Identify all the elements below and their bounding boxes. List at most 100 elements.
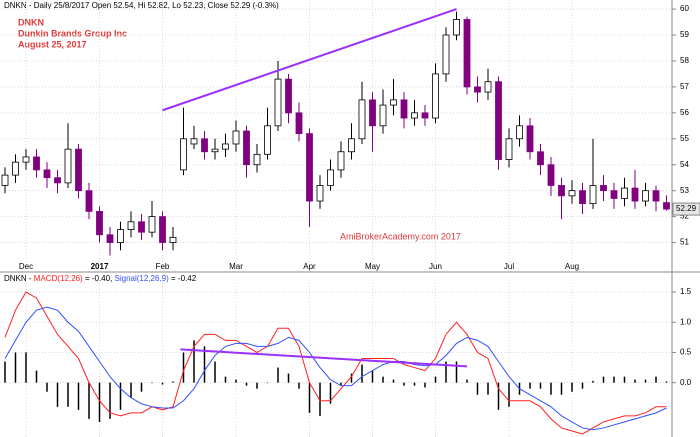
histogram-bar: [613, 376, 615, 383]
histogram-bar: [455, 361, 458, 383]
histogram-bar: [560, 382, 563, 395]
candle-body: [222, 143, 229, 150]
histogram-bar: [434, 376, 437, 383]
candle-body: [306, 133, 313, 202]
histogram-bar: [592, 380, 594, 383]
histogram-bar: [287, 373, 290, 383]
histogram-bar: [256, 382, 258, 389]
candle-body: [75, 148, 82, 192]
candle-body: [295, 112, 303, 134]
histogram-bar: [193, 340, 195, 383]
candle-body: [379, 104, 387, 127]
candle-body: [327, 169, 334, 186]
histogram-bar: [25, 352, 27, 383]
histogram-bar: [539, 382, 542, 389]
histogram-bar: [497, 382, 500, 410]
candle-body: [1, 174, 9, 186]
candle-body: [400, 99, 408, 119]
legend-value: -0.40: [92, 274, 111, 283]
histogram-bar: [140, 382, 143, 392]
histogram-bar: [214, 361, 216, 383]
histogram-bar: [67, 382, 69, 407]
histogram-bar: [445, 361, 447, 383]
candle-body: [243, 130, 250, 166]
candle-body: [264, 125, 271, 155]
histogram-bar: [371, 370, 374, 383]
histogram-bar: [235, 379, 237, 383]
macd-title: DNKN -: [4, 274, 32, 283]
y-tick-label: 0.5: [680, 348, 692, 357]
histogram-bar: [88, 382, 90, 419]
x-tick-label: May: [365, 262, 380, 271]
candle-body: [253, 153, 261, 166]
candle-body: [285, 78, 292, 114]
annotation: Dunkin Brands Group Inc: [18, 28, 127, 38]
y-tick-label: 58: [680, 56, 689, 65]
candle-body: [190, 138, 198, 145]
x-tick-label: Feb: [156, 262, 170, 271]
y-tick-label: 56: [680, 108, 689, 117]
histogram-bar: [550, 382, 552, 395]
candle-body: [348, 138, 355, 153]
candle-body: [621, 187, 628, 199]
y-tick-label: 55: [680, 134, 689, 143]
candle-body: [201, 138, 208, 153]
y-tick-label: 54: [680, 160, 689, 169]
macd-header: DNKN - MACD(12,26) = -0.40, Signal(12,26…: [4, 274, 197, 283]
candle-body: [474, 86, 481, 93]
candle-body: [12, 161, 19, 176]
watermark: AmiBrokerAcademy.com 2017: [340, 231, 461, 241]
histogram-bar: [298, 382, 300, 389]
histogram-bar: [4, 361, 6, 383]
histogram-bar: [161, 382, 164, 385]
candle-body: [568, 190, 576, 197]
candle-body: [579, 190, 586, 205]
candle-body: [432, 73, 439, 119]
candle-body: [537, 151, 544, 166]
histogram-bar: [329, 382, 332, 404]
candle-body: [547, 164, 555, 186]
histogram-bar: [476, 382, 479, 395]
candle-body: [526, 125, 534, 153]
candle-body: [117, 229, 124, 243]
y-tick-label: 59: [680, 30, 689, 39]
histogram-bar: [340, 382, 342, 386]
x-tick-label: Dec: [19, 262, 33, 271]
histogram-bar: [182, 352, 185, 383]
y-tick-label: 60: [680, 4, 689, 13]
y-tick-label: 52: [680, 212, 689, 221]
histogram-bar: [350, 373, 353, 383]
candle-body: [369, 99, 376, 127]
y-tick-label: 0.0: [680, 378, 692, 387]
candle-body: [421, 112, 429, 119]
histogram-bar: [382, 376, 384, 383]
candle-body: [453, 19, 460, 36]
candle-body: [358, 99, 366, 140]
candle-body: [558, 185, 565, 197]
histogram-bar: [529, 382, 531, 389]
last-price-label: 52.29: [676, 204, 697, 213]
x-tick-label: 2017: [91, 262, 109, 271]
price-header: DNKN - Daily 25/8/2017 Open 52.54, Hi 52…: [4, 1, 279, 10]
trendline: [162, 8, 457, 112]
y-tick-label: 1.0: [680, 317, 692, 326]
candle-body: [274, 78, 282, 127]
last-price-box: [672, 202, 700, 216]
candle-body: [138, 221, 145, 233]
candle-body: [610, 190, 618, 199]
histogram-bar: [151, 382, 153, 384]
histogram-bar: [361, 364, 363, 383]
candle-body: [159, 216, 166, 243]
histogram-bar: [98, 382, 101, 422]
candle-body: [442, 34, 450, 75]
candle-body: [463, 19, 471, 88]
candle-body: [22, 156, 30, 163]
histogram-bar: [266, 382, 269, 384]
candle-body: [85, 190, 93, 212]
candle-body: [631, 187, 639, 202]
histogram-bar: [571, 382, 573, 392]
histogram-bar: [319, 382, 321, 416]
histogram-bar: [655, 376, 657, 383]
histogram-bar: [308, 382, 311, 413]
